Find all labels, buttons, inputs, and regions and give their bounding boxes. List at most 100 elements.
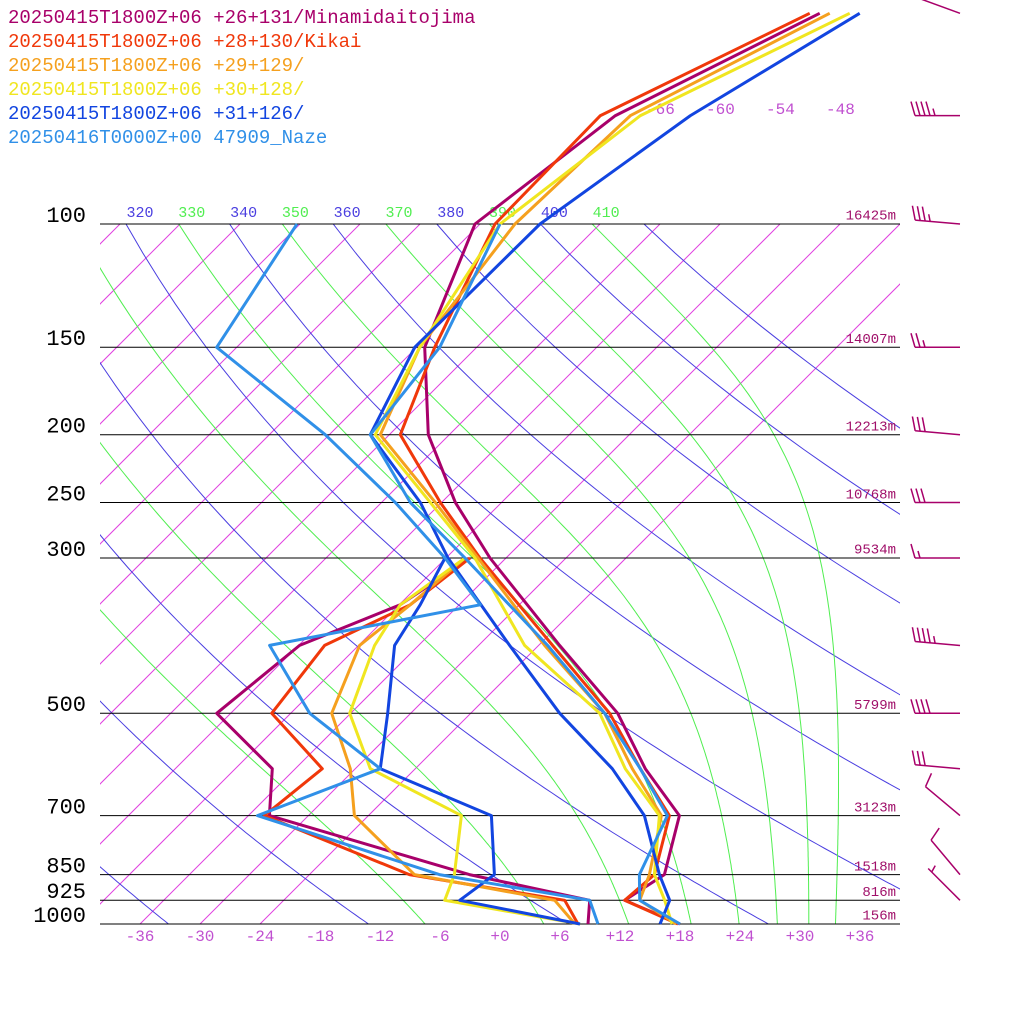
dewpoint-line — [215, 223, 600, 925]
moist-adiabat — [100, 267, 630, 924]
barb-full — [915, 699, 921, 714]
legend-entry: 20250416T0000Z+00 47909_Naze — [8, 127, 327, 149]
barb-staff — [921, 0, 961, 14]
barb-staff — [915, 430, 961, 436]
legend-entry: 20250415T1800Z+06 +26+131/Minamidaitojim… — [8, 7, 475, 29]
dewpoint-line — [215, 556, 592, 925]
dry-adiabat — [100, 361, 769, 924]
height-label: 10768m — [846, 487, 896, 503]
legend-entry: 20250415T1800Z+06 +29+129/ — [8, 55, 304, 77]
barb-full — [930, 827, 940, 841]
barb-half — [932, 108, 936, 116]
legend-entry: 20250415T1800Z+06 +31+126/ — [8, 103, 304, 125]
x-tick-label: -18 — [306, 928, 335, 946]
pressure-label: 1000 — [33, 904, 86, 929]
legend-entry: 20250415T1800Z+06 +30+128/ — [8, 79, 304, 101]
barb-half — [932, 635, 936, 644]
moist-adiabat — [100, 441, 545, 924]
x-tick-label: -6 — [430, 928, 449, 946]
pressure-label: 100 — [46, 204, 86, 229]
theta-label: 320 — [126, 205, 153, 222]
moist-adiabat — [385, 224, 778, 924]
isotherm — [100, 224, 721, 845]
moist-adiabat — [100, 609, 426, 924]
dry-adiabat — [100, 534, 569, 924]
moist-adiabat — [591, 224, 839, 924]
height-label: 16425m — [846, 209, 896, 225]
isotherm-label: -54 — [766, 101, 795, 119]
x-tick-label: +18 — [666, 928, 695, 946]
pressure-label: 200 — [46, 415, 86, 440]
barb-half — [922, 340, 926, 348]
barb-full — [911, 416, 916, 431]
barb-staff — [930, 839, 961, 876]
x-tick-label: +36 — [846, 928, 875, 946]
barb-full — [915, 333, 921, 348]
barb-full — [925, 101, 931, 116]
barb-full — [920, 488, 926, 503]
x-tick-label: -36 — [126, 928, 155, 946]
wind-barb — [910, 333, 960, 349]
dry-adiabat — [125, 224, 900, 890]
theta-label: 350 — [282, 205, 309, 222]
temperature-line — [368, 12, 861, 925]
barb-full — [915, 488, 921, 503]
temperature-line — [423, 11, 821, 926]
temperature-line — [398, 11, 811, 926]
barb-staff — [915, 640, 961, 647]
wind-barb — [910, 488, 960, 504]
barb-staff — [925, 786, 961, 817]
isotherm — [100, 224, 361, 485]
dry-adiabat — [100, 866, 169, 924]
wind-barb — [911, 627, 961, 647]
theta-label: 330 — [178, 205, 205, 222]
isotherm — [259, 283, 900, 924]
barb-full — [910, 101, 916, 116]
dry-adiabat — [229, 224, 900, 791]
wind-barb — [910, 101, 960, 117]
wind-barb — [910, 543, 960, 559]
barb-half — [931, 865, 936, 873]
barb-full — [926, 628, 931, 643]
isotherm — [100, 224, 301, 425]
x-tick-label: +24 — [726, 928, 755, 946]
theta-label: 340 — [230, 205, 257, 222]
dewpoint-line — [348, 556, 581, 926]
barb-full — [910, 488, 916, 503]
wind-barb — [911, 750, 961, 770]
x-tick-label: -12 — [366, 928, 395, 946]
barb-full — [921, 417, 926, 432]
barb-full — [925, 699, 931, 714]
x-tick-label: -24 — [246, 928, 275, 946]
moist-adiabat — [488, 224, 810, 924]
barb-half — [927, 214, 931, 222]
theta-label: 360 — [334, 205, 361, 222]
barb-full — [911, 750, 916, 765]
x-tick-label: +12 — [606, 928, 635, 946]
height-label: 156m — [862, 909, 896, 925]
legend-entry: 20250415T1800Z+06 +28+130/Kikai — [8, 31, 361, 53]
barb-full — [921, 751, 926, 766]
pressure-label: 700 — [46, 795, 86, 820]
pressure-label: 300 — [46, 538, 86, 563]
barb-full — [910, 333, 916, 348]
dry-adiabat — [539, 224, 900, 515]
dry-adiabat — [100, 700, 369, 924]
barb-full — [916, 416, 921, 432]
height-label: 14007m — [846, 332, 896, 348]
pressure-label: 150 — [46, 327, 86, 352]
isotherm-label: -60 — [706, 101, 735, 119]
isotherm — [100, 224, 481, 605]
theta-label: 370 — [385, 205, 412, 222]
height-label: 1518m — [854, 859, 896, 875]
x-tick-label: +0 — [490, 928, 509, 946]
barb-staff — [927, 867, 961, 901]
barb-full — [910, 543, 916, 559]
dry-adiabat — [332, 224, 900, 696]
wind-barb — [930, 827, 961, 876]
pressure-label: 250 — [46, 482, 86, 507]
barb-full — [921, 206, 926, 222]
pressure-label: 500 — [46, 693, 86, 718]
